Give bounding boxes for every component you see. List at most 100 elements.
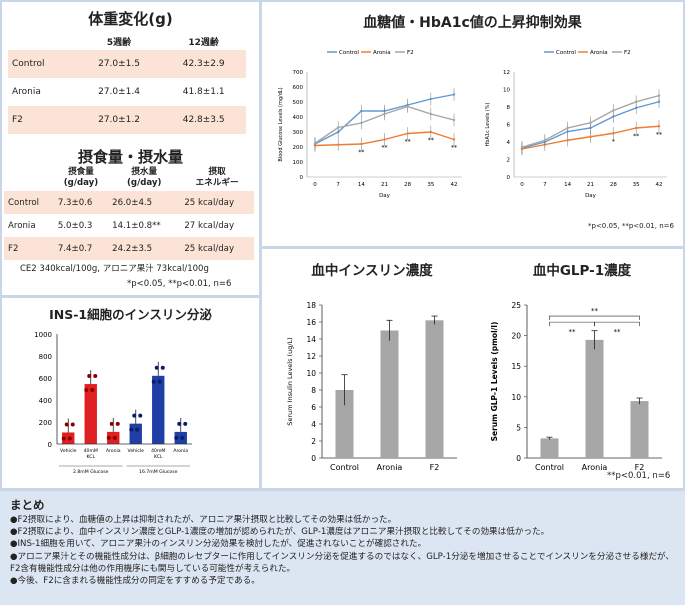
intake-note-sig: *p<0.05, **p<0.01, n=6 — [127, 279, 232, 289]
ins1-point — [90, 388, 95, 393]
y-axis-label: HbA1c Levels (%) — [485, 102, 491, 146]
ins1-point — [160, 365, 165, 370]
ins1-y-tick: 800 — [39, 353, 52, 361]
data-point — [612, 109, 615, 112]
weight-title: 体重変化(g) — [88, 10, 173, 28]
ins1-point — [109, 421, 114, 426]
intake-note-energy: CE2 340kcal/100g, アロニア果汁 73kcal/100g — [20, 264, 209, 274]
sig-mark: ** — [382, 145, 388, 152]
data-point — [634, 126, 638, 130]
x-tick: 28 — [404, 182, 411, 188]
ins1-point — [157, 379, 162, 384]
weight-header-group — [8, 32, 77, 50]
sig-bracket — [594, 321, 640, 327]
ins1-y-tick: 200 — [39, 419, 52, 427]
x-tick: Control — [535, 463, 564, 472]
y-tick: 8 — [507, 105, 511, 111]
ins1-y-tick: 600 — [39, 375, 52, 383]
intake-table: 摂食量 (g/day) 摂水量 (g/day) 摂取 エネルギー Control… — [4, 165, 254, 260]
row-group: Control — [8, 50, 77, 78]
row-w5: 27.0±1.2 — [76, 106, 162, 134]
data-point — [360, 142, 363, 146]
x-tick: 35 — [427, 182, 434, 188]
glp1-title: 血中GLP-1濃度 — [532, 263, 632, 279]
x-tick: 7 — [543, 182, 547, 188]
y-tick: 0 — [507, 175, 511, 181]
ins1-group-label: 2.8mM Glucose — [73, 469, 109, 475]
row-group: Control — [4, 191, 54, 214]
y-tick: 300 — [293, 130, 304, 136]
ins1-point — [112, 435, 117, 440]
data-point — [566, 126, 569, 130]
y-tick: 16 — [306, 318, 316, 327]
data-point — [657, 94, 661, 97]
y-tick: 18 — [306, 301, 316, 310]
row-food: 7.4±0.7 — [53, 237, 109, 260]
y-tick: 2 — [507, 158, 511, 164]
y-tick: 10 — [511, 393, 521, 402]
table-row: Control 7.3±0.6 26.0±4.5 25 kcal/day — [4, 191, 254, 214]
y-tick: 5 — [516, 423, 521, 432]
row-energy: 27 kcal/day — [184, 220, 235, 231]
table-row: Aronia 5.0±0.3 14.1±0.8** 27 kcal/day — [4, 214, 254, 237]
ins1-y-tick: 1000 — [34, 331, 52, 339]
data-point — [336, 143, 340, 146]
sig-mark: * — [612, 138, 615, 145]
ins1-title: INS-1細胞のインスリン分泌 — [49, 307, 212, 322]
row-group: F2 — [4, 237, 54, 260]
y-axis-label: Serum Insulin Levels (ug/L) — [286, 337, 294, 425]
hormone-panel: 血中インスリン濃度 血中GLP-1濃度 0 2 4 6 8 10 12 14 16 18 Serum… — [262, 249, 683, 488]
y-tick: 4 — [311, 420, 316, 429]
ins1-point — [64, 422, 69, 427]
y-tick: 600 — [293, 85, 304, 91]
bar — [380, 330, 399, 458]
x-tick: Aronia — [582, 463, 608, 472]
weight-header-w5: 5週齢 — [106, 37, 132, 48]
table-row: Aronia 27.0±1.4 41.8±1.1 — [8, 78, 246, 106]
data-point — [566, 139, 569, 142]
row-w12: 41.8±1.1 — [182, 87, 225, 97]
sig-mark: ** — [614, 328, 622, 336]
intake-header-food: 摂食量 (g/day) — [63, 167, 99, 188]
data-point — [406, 132, 409, 135]
glp1-note: **p<0.01, n=6 — [607, 471, 671, 481]
ins1-point — [180, 435, 185, 440]
data-point — [336, 126, 340, 129]
ins1-x-label: 40mM — [84, 448, 98, 454]
x-tick: 14 — [358, 182, 365, 188]
data-point — [612, 132, 615, 135]
bar — [630, 401, 649, 458]
legend-label: Aronia — [590, 50, 608, 56]
y-tick: 0 — [516, 454, 521, 463]
ins1-panel: INS-1細胞のインスリン分泌 0 200 400 600 800 1000 Vehicle… — [2, 298, 259, 488]
summary-box: まとめ ●F2摂取により、血糖値の上昇は抑制されたが、アロニア果汁摂取と比較して… — [0, 491, 685, 605]
y-tick: 14 — [306, 335, 316, 344]
y-tick: 100 — [293, 160, 304, 166]
y-tick: 6 — [507, 123, 511, 129]
row-water: 14.1±0.8** — [112, 220, 161, 231]
intake-title: 摂食量・摂水量 — [77, 148, 183, 166]
ins1-point — [151, 379, 156, 384]
glucose-title: 血糖値・HbA1c値の上昇抑制効果 — [363, 15, 582, 31]
row-energy: 25 kcal/day — [180, 237, 254, 260]
data-point — [452, 93, 456, 96]
table-row: F2 27.0±1.2 42.8±3.5 — [8, 106, 246, 134]
intake-header-group — [4, 165, 54, 191]
data-point — [452, 118, 456, 122]
y-tick: 12 — [306, 352, 316, 361]
row-w12: 42.3±2.9 — [161, 50, 246, 78]
table-row: F2 7.4±0.7 24.2±3.5 25 kcal/day — [4, 237, 254, 260]
x-tick: F2 — [430, 463, 440, 472]
data-point — [452, 138, 456, 141]
x-axis-label: Day — [585, 193, 597, 199]
x-tick: 35 — [633, 182, 640, 188]
row-w5: 27.0±1.5 — [76, 50, 162, 78]
row-group: Aronia — [12, 87, 41, 97]
y-tick: 2 — [311, 437, 316, 446]
x-tick: Aronia — [377, 463, 403, 472]
y-tick: 200 — [293, 145, 304, 151]
ins1-bar — [129, 423, 142, 444]
x-tick: 42 — [656, 182, 663, 188]
ins1-x-label: Aronia — [173, 448, 188, 454]
